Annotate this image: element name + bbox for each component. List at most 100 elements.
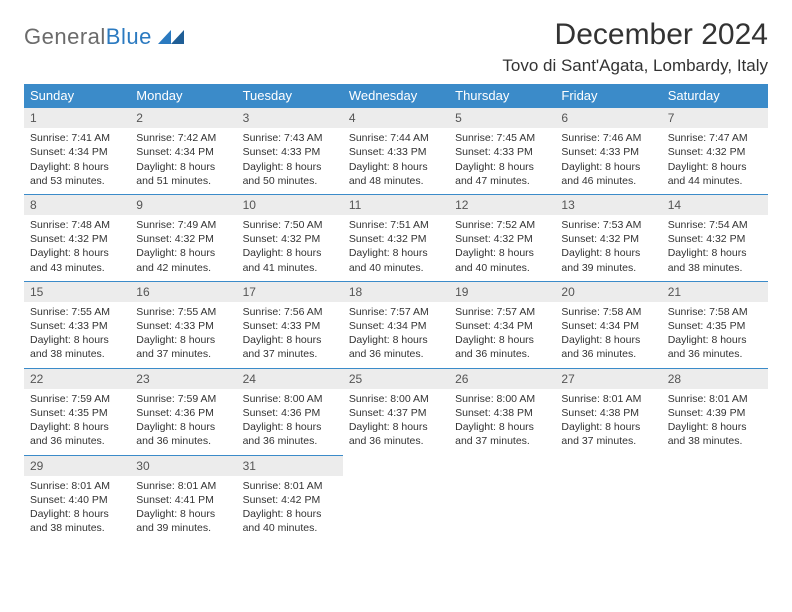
daylight-text: Daylight: 8 hours	[455, 333, 549, 347]
sunset-text: Sunset: 4:34 PM	[136, 145, 230, 159]
day-body: Sunrise: 7:48 AMSunset: 4:32 PMDaylight:…	[24, 215, 130, 281]
sunrise-text: Sunrise: 8:01 AM	[136, 479, 230, 493]
day-body: Sunrise: 8:01 AMSunset: 4:40 PMDaylight:…	[24, 476, 130, 542]
day-body: Sunrise: 7:59 AMSunset: 4:35 PMDaylight:…	[24, 389, 130, 455]
sunrise-text: Sunrise: 7:58 AM	[561, 305, 655, 319]
day-number: 28	[662, 368, 768, 389]
day-cell: 2Sunrise: 7:42 AMSunset: 4:34 PMDaylight…	[130, 107, 236, 194]
sunset-text: Sunset: 4:33 PM	[349, 145, 443, 159]
sunrise-text: Sunrise: 7:49 AM	[136, 218, 230, 232]
daylight-text: and 42 minutes.	[136, 261, 230, 275]
sunrise-text: Sunrise: 7:45 AM	[455, 131, 549, 145]
week-row: 1Sunrise: 7:41 AMSunset: 4:34 PMDaylight…	[24, 107, 768, 194]
day-body: Sunrise: 7:53 AMSunset: 4:32 PMDaylight:…	[555, 215, 661, 281]
sunrise-text: Sunrise: 7:44 AM	[349, 131, 443, 145]
daylight-text: and 36 minutes.	[349, 434, 443, 448]
day-cell: 17Sunrise: 7:56 AMSunset: 4:33 PMDayligh…	[237, 281, 343, 368]
day-cell: 20Sunrise: 7:58 AMSunset: 4:34 PMDayligh…	[555, 281, 661, 368]
logo: GeneralBlue	[24, 24, 184, 50]
daylight-text: Daylight: 8 hours	[668, 420, 762, 434]
sunset-text: Sunset: 4:32 PM	[668, 145, 762, 159]
day-number: 29	[24, 455, 130, 476]
day-cell	[662, 455, 768, 542]
daylight-text: and 36 minutes.	[668, 347, 762, 361]
day-number: 18	[343, 281, 449, 302]
sunset-text: Sunset: 4:34 PM	[561, 319, 655, 333]
sunrise-text: Sunrise: 8:00 AM	[455, 392, 549, 406]
sunset-text: Sunset: 4:32 PM	[561, 232, 655, 246]
daylight-text: and 39 minutes.	[136, 521, 230, 535]
daylight-text: and 36 minutes.	[243, 434, 337, 448]
daylight-text: and 38 minutes.	[668, 434, 762, 448]
weekday-header: Thursday	[449, 84, 555, 107]
daylight-text: Daylight: 8 hours	[243, 160, 337, 174]
daylight-text: Daylight: 8 hours	[455, 420, 549, 434]
day-cell: 26Sunrise: 8:00 AMSunset: 4:38 PMDayligh…	[449, 368, 555, 455]
daylight-text: Daylight: 8 hours	[349, 246, 443, 260]
daylight-text: and 43 minutes.	[30, 261, 124, 275]
sunrise-text: Sunrise: 7:58 AM	[668, 305, 762, 319]
day-number: 17	[237, 281, 343, 302]
weekday-header: Monday	[130, 84, 236, 107]
day-body: Sunrise: 8:00 AMSunset: 4:36 PMDaylight:…	[237, 389, 343, 455]
daylight-text: Daylight: 8 hours	[136, 160, 230, 174]
daylight-text: and 37 minutes.	[455, 434, 549, 448]
daylight-text: Daylight: 8 hours	[561, 420, 655, 434]
day-cell: 31Sunrise: 8:01 AMSunset: 4:42 PMDayligh…	[237, 455, 343, 542]
day-cell: 22Sunrise: 7:59 AMSunset: 4:35 PMDayligh…	[24, 368, 130, 455]
day-cell: 6Sunrise: 7:46 AMSunset: 4:33 PMDaylight…	[555, 107, 661, 194]
day-cell: 16Sunrise: 7:55 AMSunset: 4:33 PMDayligh…	[130, 281, 236, 368]
sunrise-text: Sunrise: 8:00 AM	[243, 392, 337, 406]
day-cell: 18Sunrise: 7:57 AMSunset: 4:34 PMDayligh…	[343, 281, 449, 368]
week-row: 29Sunrise: 8:01 AMSunset: 4:40 PMDayligh…	[24, 455, 768, 542]
month-title: December 2024	[502, 18, 768, 52]
day-cell: 19Sunrise: 7:57 AMSunset: 4:34 PMDayligh…	[449, 281, 555, 368]
day-number: 31	[237, 455, 343, 476]
sunrise-text: Sunrise: 7:57 AM	[455, 305, 549, 319]
sunset-text: Sunset: 4:36 PM	[136, 406, 230, 420]
daylight-text: Daylight: 8 hours	[136, 420, 230, 434]
day-number: 11	[343, 194, 449, 215]
daylight-text: and 48 minutes.	[349, 174, 443, 188]
day-number: 4	[343, 107, 449, 128]
day-number: 10	[237, 194, 343, 215]
day-number: 3	[237, 107, 343, 128]
sunset-text: Sunset: 4:33 PM	[455, 145, 549, 159]
sunset-text: Sunset: 4:32 PM	[136, 232, 230, 246]
daylight-text: Daylight: 8 hours	[30, 507, 124, 521]
daylight-text: and 37 minutes.	[243, 347, 337, 361]
daylight-text: and 38 minutes.	[30, 521, 124, 535]
weekday-header: Sunday	[24, 84, 130, 107]
week-row: 8Sunrise: 7:48 AMSunset: 4:32 PMDaylight…	[24, 194, 768, 281]
sunrise-text: Sunrise: 7:48 AM	[30, 218, 124, 232]
day-cell: 24Sunrise: 8:00 AMSunset: 4:36 PMDayligh…	[237, 368, 343, 455]
day-number: 27	[555, 368, 661, 389]
day-number: 16	[130, 281, 236, 302]
sunrise-text: Sunrise: 7:55 AM	[136, 305, 230, 319]
day-number: 25	[343, 368, 449, 389]
sunrise-text: Sunrise: 7:46 AM	[561, 131, 655, 145]
day-cell: 4Sunrise: 7:44 AMSunset: 4:33 PMDaylight…	[343, 107, 449, 194]
sunset-text: Sunset: 4:40 PM	[30, 493, 124, 507]
day-number: 6	[555, 107, 661, 128]
week-row: 22Sunrise: 7:59 AMSunset: 4:35 PMDayligh…	[24, 368, 768, 455]
daylight-text: and 40 minutes.	[243, 521, 337, 535]
daylight-text: Daylight: 8 hours	[30, 246, 124, 260]
daylight-text: and 40 minutes.	[349, 261, 443, 275]
day-body: Sunrise: 7:49 AMSunset: 4:32 PMDaylight:…	[130, 215, 236, 281]
daylight-text: Daylight: 8 hours	[136, 246, 230, 260]
logo-part2: Blue	[106, 24, 152, 49]
day-body: Sunrise: 8:01 AMSunset: 4:38 PMDaylight:…	[555, 389, 661, 455]
daylight-text: Daylight: 8 hours	[30, 420, 124, 434]
sunset-text: Sunset: 4:34 PM	[30, 145, 124, 159]
sunrise-text: Sunrise: 7:41 AM	[30, 131, 124, 145]
daylight-text: and 40 minutes.	[455, 261, 549, 275]
day-number: 15	[24, 281, 130, 302]
weekday-header: Friday	[555, 84, 661, 107]
sunset-text: Sunset: 4:38 PM	[561, 406, 655, 420]
day-body: Sunrise: 7:51 AMSunset: 4:32 PMDaylight:…	[343, 215, 449, 281]
sunset-text: Sunset: 4:34 PM	[349, 319, 443, 333]
daylight-text: Daylight: 8 hours	[136, 333, 230, 347]
day-body: Sunrise: 7:41 AMSunset: 4:34 PMDaylight:…	[24, 128, 130, 194]
day-body: Sunrise: 7:50 AMSunset: 4:32 PMDaylight:…	[237, 215, 343, 281]
